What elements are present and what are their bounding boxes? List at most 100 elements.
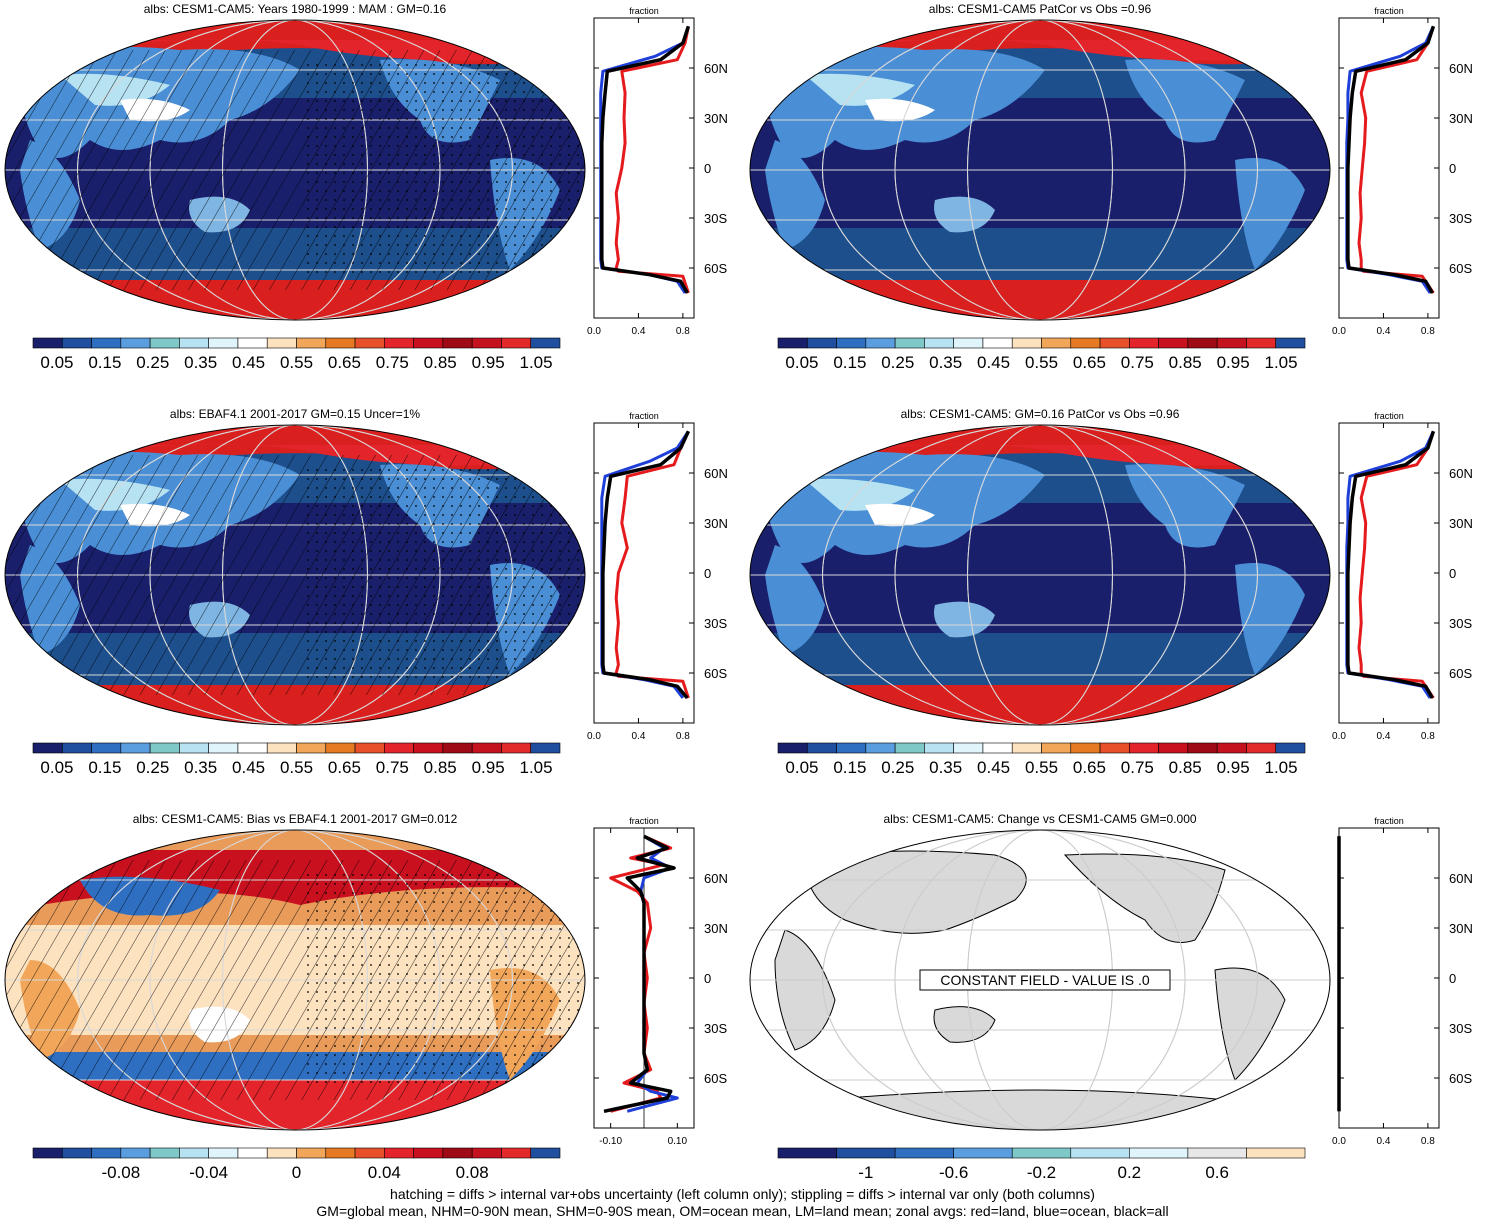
colorbar-swatch (208, 337, 239, 349)
colorbar-swatch (924, 337, 954, 349)
zonal-ytick: 30S (704, 616, 727, 631)
panel-figure: albs: CESM1-CAM5: Change vs CESM1-CAM5 G… (749, 812, 1473, 1182)
colorbar-label: 0.35 (929, 758, 962, 777)
zonal-ytick: 30S (1449, 1021, 1472, 1036)
colorbar-label: 0.15 (88, 758, 121, 777)
colorbar-label: 0.75 (1121, 353, 1154, 372)
colorbar-swatch (325, 742, 356, 754)
colorbar-label: 1.05 (519, 353, 552, 372)
colorbar-swatch (865, 742, 896, 754)
colorbar-label: 0.85 (1169, 758, 1202, 777)
colorbar-label: 0.05 (785, 758, 818, 777)
zonal-series-all (1346, 25, 1436, 294)
footnote-hatching: hatching = diffs > internal var+obs unce… (390, 1186, 1095, 1202)
zonal-xtick: 0.0 (1332, 326, 1346, 337)
colorbar-label: 0.85 (1169, 353, 1202, 372)
constant-field-annotation: CONSTANT FIELD - VALUE IS .0 (919, 969, 1171, 991)
colorbar-swatch (266, 742, 297, 754)
zonal-xtick: 0.8 (1421, 731, 1435, 742)
colorbar-label: 0.95 (472, 758, 505, 777)
colorbar-swatch (179, 742, 209, 754)
colorbar-label: 0.04 (368, 1163, 401, 1182)
colorbar-swatch (149, 742, 180, 754)
colorbar-label: 0.55 (1025, 758, 1058, 777)
colorbar-label: 0.25 (136, 758, 169, 777)
zonal-ytick: 30S (1449, 211, 1472, 226)
colorbar-swatch (1275, 337, 1306, 349)
stippling-overlay (300, 465, 580, 685)
colorbar-swatch (1246, 1147, 1306, 1159)
zonal-xtick: 0.4 (631, 731, 645, 742)
map-title: albs: CESM1-CAM5 PatCor vs Obs =0.96 (929, 2, 1152, 16)
colorbar-swatch (149, 337, 180, 349)
colorbar-label: 0.08 (456, 1163, 489, 1182)
colorbar: 0.05 0.15 0.25 0.35 0.45 0.55 0.65 0.75 0.85 0.95… (32, 742, 561, 777)
colorbar-label: 1.05 (519, 758, 552, 777)
zonal-xlabel: fraction (1374, 816, 1404, 826)
colorbar-swatch (1011, 1147, 1072, 1159)
zonal-profile: fraction 60N 30N 0 30S 60S 0.0 0.4 0.8 (1332, 816, 1473, 1147)
colorbar-swatch (982, 742, 1013, 754)
map-field (5, 20, 585, 320)
map-outline (4, 424, 586, 726)
colorbar-swatch (91, 742, 122, 754)
colorbar-swatch (208, 742, 239, 754)
map-graticule (750, 20, 1330, 320)
zonal-series-all (600, 25, 691, 294)
colorbar-swatch (836, 1147, 896, 1159)
colorbar-swatch (530, 337, 561, 349)
colorbar-label: 0.05 (40, 353, 73, 372)
panel-figure: albs: CESM1-CAM5 PatCor vs Obs =0.96 0.05… (749, 2, 1473, 372)
zonal-profile: fraction 60N 30N 0 30S 60S 0.0 0.4 0.8 (587, 411, 728, 742)
colorbar-swatch (501, 742, 532, 754)
colorbar: 0.05 0.15 0.25 0.35 0.45 0.55 0.65 0.75 0.85 0.95… (777, 337, 1306, 372)
zonal-xtick: 0.8 (1421, 326, 1435, 337)
colorbar-swatch (61, 1147, 92, 1159)
colorbar-label: 0.85 (424, 353, 457, 372)
map-field (5, 830, 585, 1130)
colorbar-swatch (325, 1147, 356, 1159)
colorbar-label: 0.15 (88, 353, 121, 372)
colorbar-swatch (777, 742, 808, 754)
colorbar-swatch (471, 337, 502, 349)
zonal-ytick: 60S (704, 1071, 727, 1086)
colorbar-label: -0.08 (101, 1163, 140, 1182)
colorbar-swatch (1070, 1147, 1130, 1159)
colorbar-label: 0.65 (1073, 758, 1106, 777)
zonal-ytick: 30N (704, 111, 728, 126)
zonal-ytick: 0 (1449, 971, 1456, 986)
colorbar-label: 0.05 (40, 758, 73, 777)
colorbar-label: 0.75 (376, 758, 409, 777)
zonal-xtick: 0.8 (676, 731, 690, 742)
zonal-ytick: 60S (1449, 666, 1472, 681)
colorbar-label: 0.45 (977, 353, 1010, 372)
zonal-series-all (1346, 430, 1436, 699)
colorbar-swatch (953, 742, 984, 754)
colorbar-swatch (325, 337, 356, 349)
colorbar-label: 0.65 (1073, 353, 1106, 372)
zonal-xlabel: fraction (1374, 411, 1404, 421)
colorbar-swatch (1070, 742, 1101, 754)
colorbar-swatch (1099, 337, 1130, 349)
colorbar-label: 0.55 (280, 353, 313, 372)
colorbar-swatch (266, 1147, 297, 1159)
colorbar-swatch (1041, 742, 1072, 754)
colorbar-label: 0.45 (977, 758, 1010, 777)
colorbar-label: 0.35 (184, 758, 217, 777)
colorbar-swatch (982, 337, 1013, 349)
zonal-ytick: 30S (704, 1021, 727, 1036)
colorbar-swatch (237, 337, 268, 349)
colorbar-swatch (354, 1147, 385, 1159)
svg-text:CONSTANT FIELD - VALUE IS .0: CONSTANT FIELD - VALUE IS .0 (940, 972, 1149, 988)
colorbar-label: 0.2 (1118, 1163, 1142, 1182)
zonal-ytick: 30S (1449, 616, 1472, 631)
zonal-ytick: 60S (1449, 1071, 1472, 1086)
zonal-ytick: 60N (1449, 61, 1473, 76)
colorbar-swatch (924, 742, 954, 754)
colorbar-swatch (1011, 337, 1042, 349)
colorbar-swatch (806, 337, 837, 349)
colorbar-swatch (354, 337, 385, 349)
colorbar-swatch (296, 742, 327, 754)
colorbar-swatch (149, 1147, 180, 1159)
zonal-xtick: 0.0 (1332, 1136, 1346, 1147)
